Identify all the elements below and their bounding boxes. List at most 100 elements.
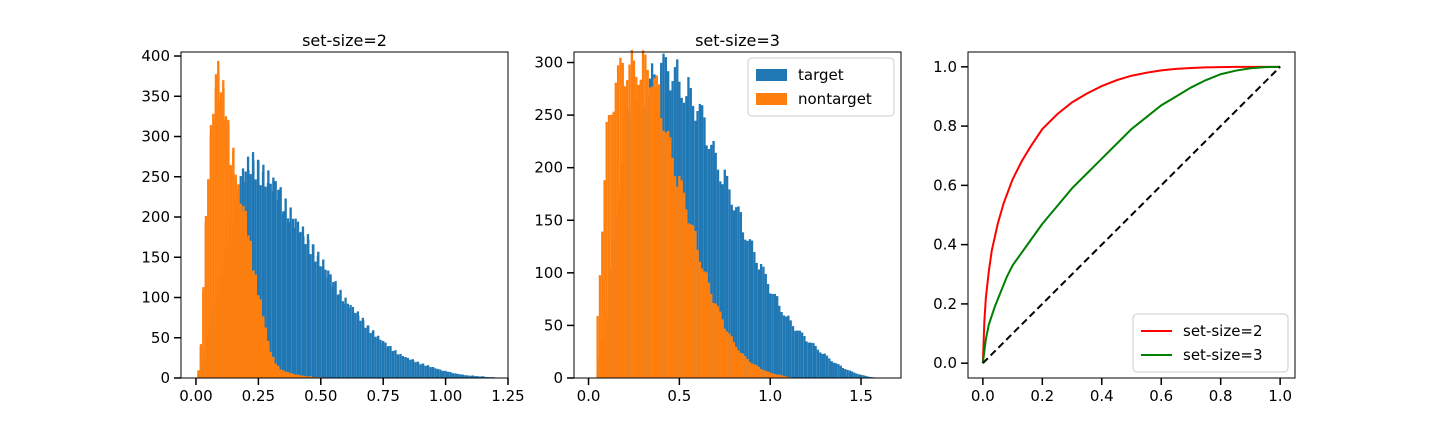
hist-bar	[655, 75, 658, 378]
hist-bar	[411, 360, 415, 378]
hist-bar	[224, 116, 228, 379]
hist-bar	[342, 303, 345, 378]
hist-bar	[796, 330, 799, 378]
hist-bar	[454, 373, 457, 378]
hist-bar	[698, 103, 702, 379]
hist-bar	[424, 365, 427, 378]
hist-bar	[267, 170, 270, 378]
hist-bar	[773, 374, 777, 378]
hist-bar	[646, 69, 649, 378]
hist-bar	[204, 215, 208, 378]
hist-bar	[612, 111, 615, 378]
y-tick-label: 100	[534, 264, 563, 282]
hist-bar	[732, 342, 736, 378]
hist-bar	[414, 362, 417, 378]
hist-bar	[264, 327, 268, 378]
hist-bar	[409, 359, 412, 378]
axes-frame	[573, 51, 902, 379]
y-tick-label: 0.2	[933, 295, 957, 313]
hist-bar	[762, 266, 765, 378]
y-tick-label: 50	[151, 329, 170, 347]
hist-bar	[397, 355, 400, 378]
hist-bar	[776, 296, 779, 378]
hist-bar	[367, 325, 370, 378]
hist-bar	[773, 293, 777, 378]
x-tick-label: 1.00	[429, 387, 462, 405]
hist-bar	[377, 335, 380, 378]
hist-bar	[714, 303, 717, 378]
hist-bar	[264, 186, 267, 378]
hist-bar	[232, 147, 235, 378]
hist-bar	[844, 369, 847, 378]
hist-bar	[853, 372, 856, 378]
hist-bar	[299, 375, 302, 378]
hist-bar	[294, 374, 297, 378]
hist-bar	[392, 350, 395, 378]
hist-bar	[630, 50, 634, 378]
hist-bar	[721, 319, 724, 378]
x-tick-label: 0.75	[366, 387, 399, 405]
axes-frame	[180, 51, 509, 379]
hist-bar	[766, 371, 770, 378]
hist-bar	[698, 261, 702, 378]
hist-bar	[755, 262, 758, 378]
hist-bar	[759, 263, 763, 378]
hist-bar	[456, 374, 460, 378]
hist-bar	[259, 299, 263, 378]
hist-bar	[222, 87, 225, 379]
hist-bar	[269, 183, 272, 378]
hist-bar	[780, 375, 783, 378]
hist-bar	[810, 342, 813, 378]
hist-bar	[287, 372, 290, 378]
hist-bar	[439, 369, 442, 378]
hist-bar	[419, 364, 422, 378]
hist-bar	[254, 276, 258, 378]
hist-bar	[834, 363, 838, 378]
hist-bar	[678, 175, 681, 378]
hist-bar	[721, 184, 724, 378]
hist-bar	[785, 376, 788, 378]
hist-bar	[357, 315, 360, 378]
hist-bar	[307, 376, 310, 378]
hist-bar	[816, 349, 820, 378]
hist-bar	[850, 371, 854, 378]
hist-bar	[197, 370, 200, 378]
hist-bar	[744, 356, 747, 378]
hist-bar	[262, 318, 265, 378]
hist-bar	[641, 50, 645, 378]
hist-bar	[828, 358, 831, 378]
hist-bar	[728, 189, 731, 378]
hist-bar	[737, 206, 740, 378]
hist-bar	[406, 359, 410, 378]
hist-bar	[696, 111, 699, 378]
hist-bar	[825, 355, 829, 378]
hist-bar	[769, 372, 772, 378]
hist-bar	[771, 373, 774, 378]
hist-bar	[787, 315, 790, 378]
hist-bar	[262, 164, 265, 378]
hist-bar	[785, 316, 788, 378]
hist-bar	[712, 140, 715, 378]
hist-bar	[314, 261, 317, 378]
hist-bar	[723, 328, 726, 378]
hist-bar	[762, 370, 765, 378]
panels: 0.00 0.25 0.50 0.75 1.00 1.250501001502002503…	[141, 31, 1296, 405]
hist-bar	[716, 306, 720, 378]
hist-bar	[667, 130, 670, 378]
hist-bar	[596, 316, 599, 378]
y-tick-label: 0	[553, 369, 563, 387]
hist-bar	[723, 169, 726, 378]
hist-bar	[267, 342, 270, 378]
hist-bar	[632, 60, 636, 379]
y-tick-label: 150	[141, 248, 170, 266]
hist-bar	[623, 86, 627, 378]
hist-bar	[741, 353, 745, 378]
hist-bar	[748, 239, 752, 378]
hist-bar	[387, 346, 390, 378]
hist-bar	[421, 363, 425, 378]
hist-bar	[669, 137, 672, 378]
hist-bar	[757, 269, 761, 378]
x-tick-label: 1.5	[849, 387, 873, 405]
hist-bar	[837, 364, 840, 378]
hist-bar	[434, 368, 437, 378]
